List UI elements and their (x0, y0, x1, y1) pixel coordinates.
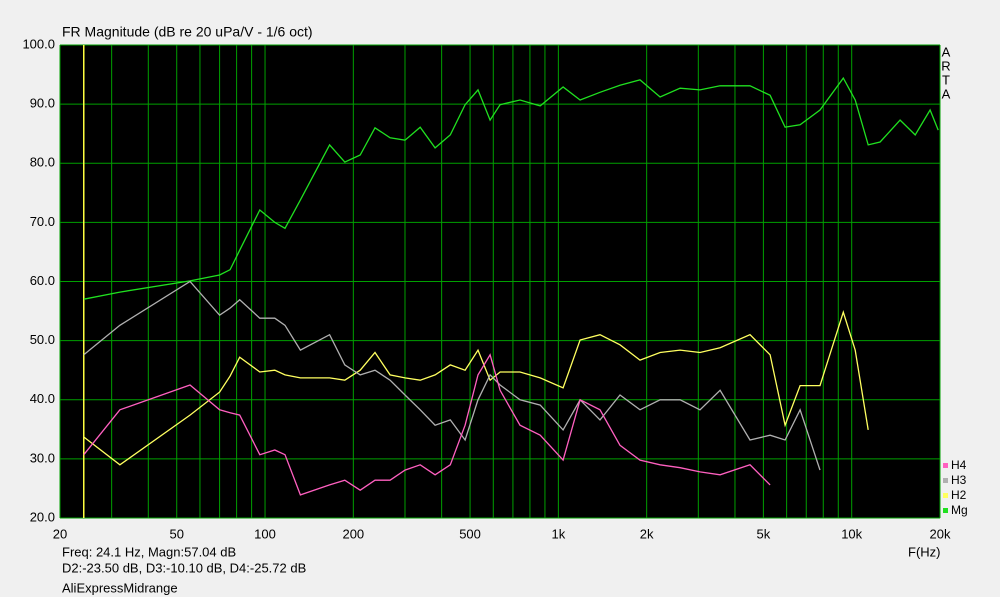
readout: D2:-23.50 dB, D3:-10.10 dB, D4:-25.72 dB (62, 560, 306, 575)
x-tick-label: 200 (342, 526, 364, 541)
legend-label: H2 (951, 488, 967, 502)
series-line (83, 280, 821, 471)
y-tick-label: 20.0 (30, 509, 55, 524)
x-tick-label: 2k (640, 526, 654, 541)
legend-label: H4 (951, 458, 967, 472)
x-tick-label: 100 (254, 526, 276, 541)
y-tick-label: 100.0 (22, 36, 55, 51)
readout: Freq: 24.1 Hz, Magn:57.04 dB (62, 544, 236, 559)
side-label: T (942, 72, 950, 87)
side-label: A (942, 86, 951, 101)
x-tick-label: 5k (757, 526, 771, 541)
x-tick-label: 10k (841, 526, 862, 541)
legend-swatch (943, 493, 948, 498)
x-tick-label: 20k (930, 526, 951, 541)
series-line (83, 76, 939, 300)
y-tick-label: 60.0 (30, 273, 55, 288)
x-tick-label: 20 (53, 526, 67, 541)
legend-label: Mg (951, 503, 968, 517)
x-tick-label: 1k (551, 526, 565, 541)
y-tick-label: 80.0 (30, 155, 55, 170)
y-tick-label: 40.0 (30, 391, 55, 406)
y-tick-label: 90.0 (30, 96, 55, 111)
legend-swatch (943, 508, 948, 513)
y-tick-label: 70.0 (30, 214, 55, 229)
legend-swatch (943, 478, 948, 483)
side-label: A (942, 44, 951, 59)
readout: AliExpressMidrange (62, 580, 178, 595)
x-axis-label: F(Hz) (908, 544, 941, 559)
legend-swatch (943, 463, 948, 468)
chart-title: FR Magnitude (dB re 20 uPa/V - 1/6 oct) (62, 24, 313, 40)
x-tick-label: 500 (459, 526, 481, 541)
legend-label: H3 (951, 473, 967, 487)
x-tick-label: 50 (169, 526, 183, 541)
series-line (83, 353, 771, 496)
side-label: R (941, 58, 950, 73)
y-tick-label: 50.0 (30, 332, 55, 347)
y-tick-label: 30.0 (30, 450, 55, 465)
